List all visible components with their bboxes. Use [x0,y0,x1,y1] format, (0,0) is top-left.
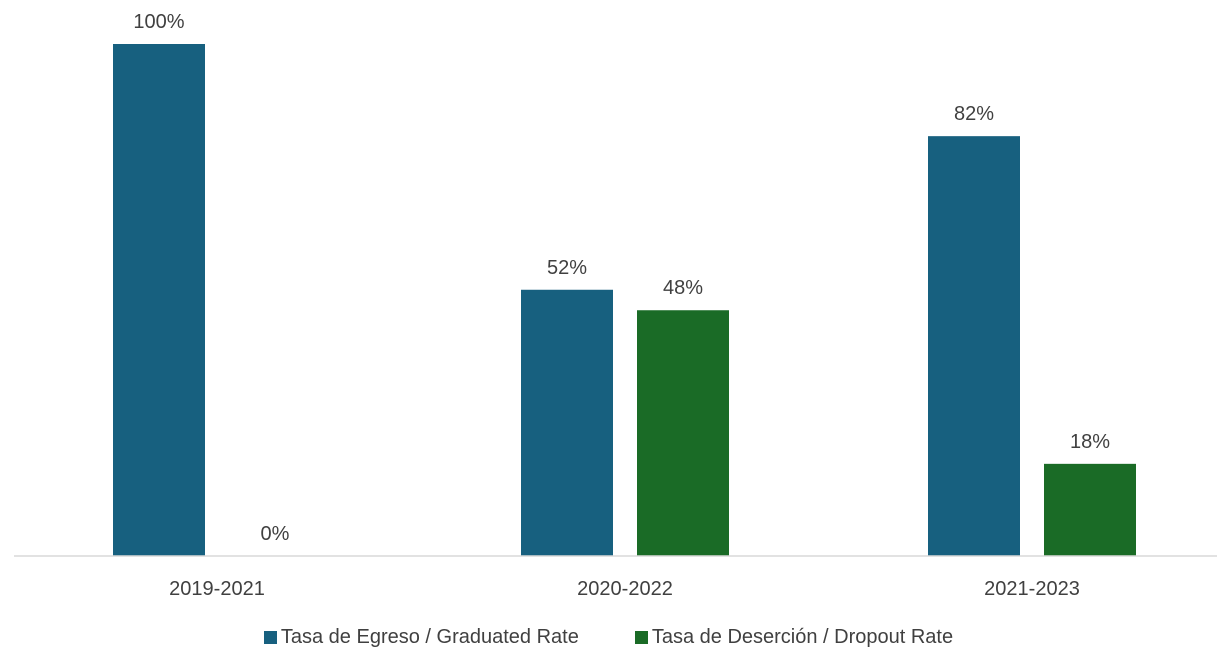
legend-item-dropout: Tasa de Deserción / Dropout Rate [634,626,954,649]
data-label-graduated-2019-2021: 100% [133,11,184,33]
x-tick-label-2019-2021: 2019-2021 [169,578,265,600]
x-tick-label-2021-2023: 2021-2023 [984,578,1080,600]
bar-graduated-2020-2022 [521,289,613,556]
data-label-dropout-2021-2023: 18% [1070,431,1110,453]
legend-swatch-dropout [634,631,648,644]
data-label-dropout-2019-2021: 0% [261,523,290,545]
legend-item-graduated: Tasa de Egreso / Graduated Rate [263,626,579,649]
data-labels-layer: 100% 52% 82% 0% 48% 18% [133,11,1110,545]
bar-graduated-2019-2021 [113,44,205,556]
bar-dropout-2020-2022 [637,310,729,556]
legend: Tasa de Egreso / Graduated Rate Tasa de … [0,626,1217,649]
data-label-dropout-2020-2022: 48% [663,277,703,299]
x-tick-label-2020-2022: 2020-2022 [577,578,673,600]
bar-graduated-2021-2023 [928,136,1020,556]
bar-dropout-2021-2023 [1044,463,1136,556]
bar-chart: 100% 52% 82% 0% 48% 18% 2019-2021 2020-2022 202… [14,11,1217,600]
x-tick-labels: 2019-2021 2020-2022 2021-2023 [169,578,1080,600]
legend-label-dropout: Tasa de Deserción / Dropout Rate [651,626,954,648]
legend-swatch-graduated [263,631,277,644]
data-label-graduated-2020-2022: 52% [547,257,587,279]
legend-label-graduated: Tasa de Egreso / Graduated Rate [280,626,579,648]
data-label-graduated-2021-2023: 82% [954,103,994,125]
bars-layer [113,44,1136,556]
